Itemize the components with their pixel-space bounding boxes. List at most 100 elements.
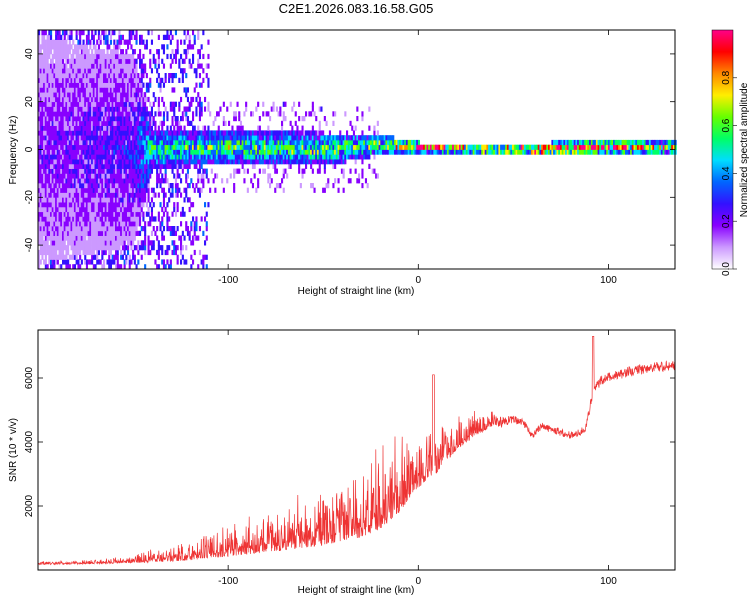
heatmap-cell — [253, 130, 256, 136]
heatmap-cell — [58, 154, 61, 160]
heatmap-cell — [176, 116, 179, 122]
heatmap-cell — [359, 149, 362, 155]
heatmap-cell — [185, 139, 188, 146]
heatmap-cell — [139, 39, 142, 45]
heatmap-cell — [87, 159, 90, 165]
heatmap-cell — [77, 183, 80, 189]
heatmap-cell — [96, 73, 99, 79]
heatmap-cell — [116, 49, 119, 55]
heatmap-cell — [173, 206, 176, 213]
heatmap-cell — [157, 163, 160, 169]
heatmap-cell — [96, 235, 99, 241]
heatmap-cell — [103, 192, 106, 198]
heatmap-cell — [204, 254, 207, 260]
heatmap-cell — [149, 216, 152, 222]
heatmap-cell — [157, 63, 160, 69]
heatmap-cell — [44, 139, 47, 146]
heatmap-cell — [67, 44, 70, 50]
heatmap-cell — [96, 125, 99, 131]
heatmap-cell — [62, 216, 65, 222]
heatmap-cell — [55, 125, 58, 131]
heatmap-cell — [666, 139, 669, 146]
heatmap-cell — [284, 159, 287, 165]
heatmap-cell — [48, 249, 51, 256]
heatmap-cell — [62, 235, 65, 241]
heatmap-cell — [178, 173, 181, 179]
heatmap-cell — [84, 58, 87, 64]
heatmap-cell — [84, 63, 87, 69]
heatmap-cell — [405, 139, 409, 146]
heatmap-cell — [147, 206, 150, 213]
heatmap-cell — [467, 144, 470, 150]
heatmap-cell — [137, 202, 140, 208]
heatmap-cell — [108, 44, 111, 50]
heatmap-cell — [116, 163, 119, 169]
heatmap-cell — [195, 82, 198, 88]
heatmap-cell — [115, 230, 118, 236]
heatmap-cell — [120, 211, 123, 217]
heatmap-cell — [298, 168, 301, 174]
heatmap-cell — [75, 245, 78, 251]
heatmap-cell — [156, 226, 159, 232]
heatmap-cell — [41, 144, 44, 150]
heatmap-cell — [55, 245, 58, 251]
heatmap-cell — [132, 202, 135, 208]
heatmap-cell — [132, 183, 135, 189]
heatmap-cell — [339, 149, 342, 155]
heatmap-cell — [263, 135, 267, 141]
heatmap-cell — [149, 77, 152, 83]
heatmap-cell — [120, 130, 123, 136]
heatmap-cell — [53, 106, 56, 112]
heatmap-cell — [63, 178, 66, 184]
heatmap-cell — [72, 68, 75, 74]
heatmap-cell — [104, 73, 107, 79]
heatmap-cell — [655, 144, 658, 150]
heatmap-cell — [50, 159, 53, 165]
heatmap-cell — [41, 58, 44, 64]
heatmap-cell — [104, 226, 107, 232]
heatmap-cell — [67, 221, 70, 227]
heatmap-cell — [226, 144, 229, 150]
heatmap-cell — [127, 249, 130, 256]
heatmap-cell — [236, 168, 239, 174]
heatmap-cell — [43, 49, 46, 55]
heatmap-cell — [97, 106, 101, 112]
heatmap-cell — [532, 149, 535, 155]
heatmap-cell — [75, 202, 78, 208]
heatmap-cell — [152, 202, 155, 208]
heatmap-cell — [198, 96, 202, 103]
heatmap-cell — [127, 125, 130, 131]
heatmap-cell — [39, 221, 42, 227]
heatmap-cell — [346, 135, 349, 141]
heatmap-cell — [120, 92, 123, 98]
heatmap-cell — [303, 116, 306, 122]
heatmap-cell — [145, 187, 148, 193]
heatmap-cell — [101, 73, 104, 79]
heatmap-cell — [202, 159, 205, 165]
heatmap-cell — [125, 87, 128, 93]
heatmap-cell — [217, 149, 220, 155]
heatmap-cell — [291, 139, 294, 146]
heatmap-cell — [70, 106, 73, 112]
heatmap-cell — [342, 154, 345, 160]
heatmap-cell — [539, 149, 542, 155]
heatmap-cell — [272, 106, 275, 112]
heatmap-cell — [118, 77, 121, 83]
heatmap-cell — [267, 139, 270, 146]
heatmap-cell — [169, 230, 172, 236]
heatmap-cell — [87, 49, 90, 55]
heatmap-cell — [207, 135, 210, 141]
heatmap-cell — [130, 163, 133, 169]
heatmap-cell — [65, 183, 68, 189]
heatmap-cell — [101, 63, 104, 69]
heatmap-cell — [168, 144, 171, 150]
heatmap-cell — [318, 149, 321, 155]
heatmap-cell — [48, 135, 51, 141]
heatmap-cell — [152, 149, 155, 155]
heatmap-cell — [46, 187, 49, 193]
heatmap-cell — [210, 149, 213, 155]
heatmap-cell — [197, 34, 200, 40]
heatmap-cell — [113, 44, 116, 50]
heatmap-cell — [335, 159, 338, 165]
heatmap-cell — [80, 211, 83, 217]
